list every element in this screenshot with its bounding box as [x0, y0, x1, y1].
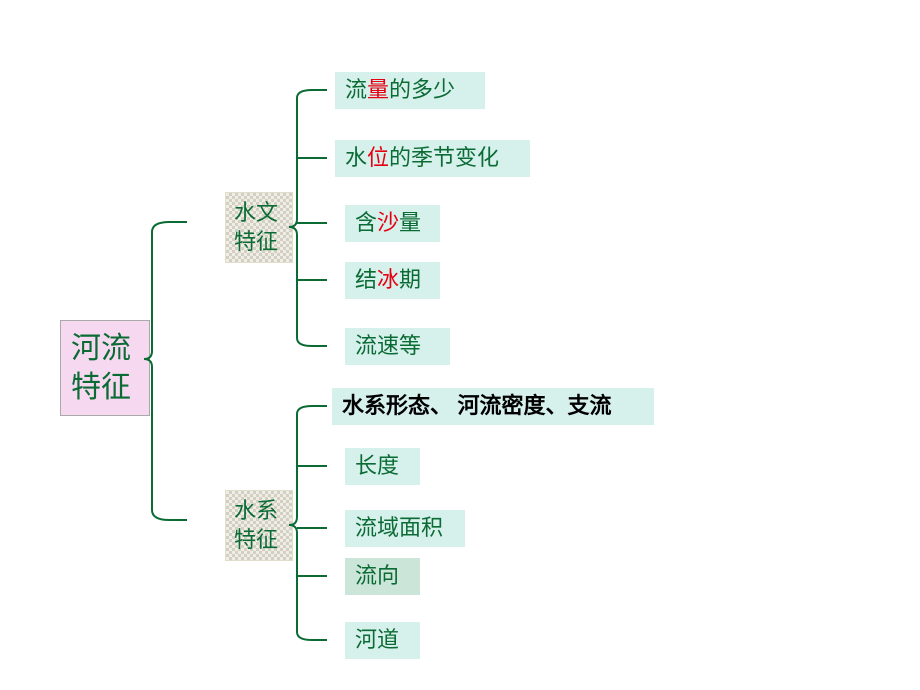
leaf-pre: 河道 — [355, 627, 399, 652]
leaf-drainage-2: 流域面积 — [345, 510, 465, 547]
leaf-drainage-1: 长度 — [345, 448, 420, 485]
bracket-drainage — [0, 0, 920, 690]
leaf-pre: 流域面积 — [355, 515, 443, 540]
leaf-drainage-4: 河道 — [345, 622, 420, 659]
leaf-drainage-0: 水系形态、 河流密度、支流 — [332, 388, 654, 425]
leaf-pre: 水系形态、 河流密度、支流 — [342, 393, 612, 418]
leaf-pre: 长度 — [355, 453, 399, 478]
leaf-drainage-3: 流向 — [345, 558, 420, 595]
leaf-pre: 流向 — [355, 563, 399, 588]
